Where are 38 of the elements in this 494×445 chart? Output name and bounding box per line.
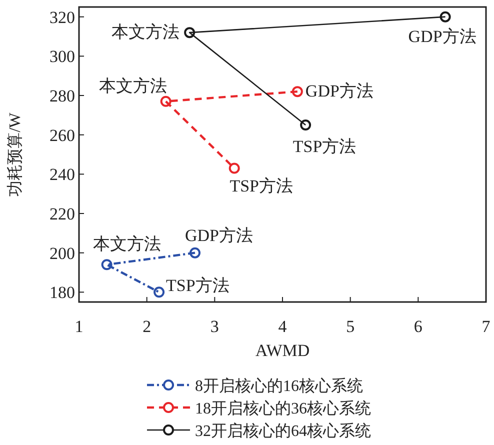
x-tick-label: 4 (278, 317, 288, 336)
y-tick-label: 280 (50, 86, 75, 106)
point (292, 86, 303, 98)
annotation: GDP方法 (408, 26, 476, 46)
point (228, 162, 240, 174)
annotation: GDP方法 (184, 226, 254, 245)
x-tick-label: 6 (414, 317, 422, 336)
x-tick-label: 7 (482, 317, 491, 336)
point (300, 120, 312, 130)
y-tick-label: 200 (50, 244, 75, 263)
annotation: TSP方法 (230, 176, 293, 196)
point (154, 286, 165, 298)
y-tick-label: 260 (50, 126, 75, 145)
annotation: 本文方法 (92, 234, 161, 254)
legend-label: 8开启核心的16核心系统 (195, 377, 363, 395)
x-tick-label: 1 (74, 317, 84, 336)
y-tick-label: 300 (50, 47, 75, 66)
point (101, 259, 112, 270)
annotation: TSP方法 (292, 137, 356, 156)
annotation: 本文方法 (98, 76, 167, 96)
x-tick-label: 5 (346, 317, 355, 336)
point (189, 247, 200, 258)
y-axis-title: 功耗预算/W (6, 112, 24, 196)
legend-label: 18开启核心的36核心系统 (195, 400, 371, 418)
x-axis-title: AWMD (255, 341, 310, 360)
point (160, 96, 172, 107)
y-tick-label: 180 (50, 283, 75, 302)
point (440, 11, 451, 22)
annotation: 本文方法 (112, 22, 180, 42)
annotation: GDP方法 (305, 82, 374, 101)
y-tick-label: 220 (50, 204, 75, 224)
y-tick-label: 240 (50, 165, 75, 184)
x-tick-label: 2 (142, 317, 152, 336)
x-tick-label: 3 (210, 317, 219, 336)
legend-label: 32开启核心的64核心系统 (195, 422, 371, 440)
y-tick-label: 320 (50, 8, 75, 27)
point (184, 27, 196, 38)
annotation: TSP方法 (166, 276, 230, 296)
